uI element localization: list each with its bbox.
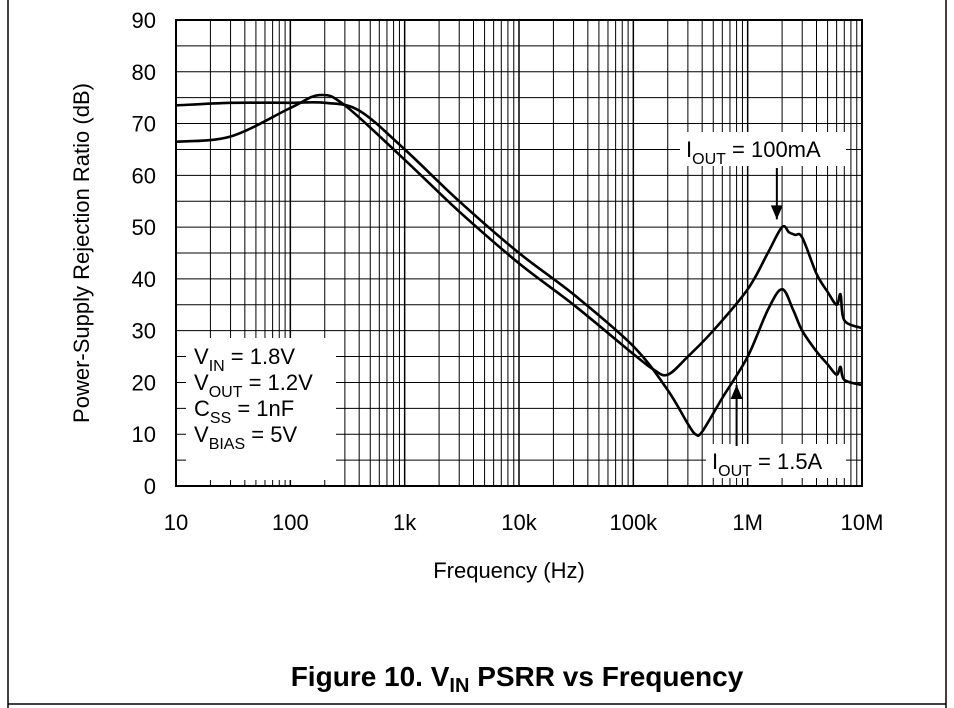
x-tick-label: 100 [272, 510, 309, 535]
series-annotations: IOUT = 100mA IOUT = 1.5A [680, 132, 846, 480]
annotation-1-5a-arrowhead [730, 385, 743, 400]
condition-vout: VOUT = 1.2V [194, 370, 313, 401]
plot-area-border [175, 19, 863, 487]
caption-subscript: IN [449, 675, 469, 697]
x-tick-label: 10k [501, 510, 537, 535]
y-tick-label: 50 [132, 215, 156, 240]
plot-curves [175, 93, 863, 437]
x-tick-label: 10 [164, 510, 188, 535]
figure-caption: Figure 10. VIN PSRR vs Frequency [291, 661, 744, 697]
y-tick-label: 20 [132, 370, 156, 395]
x-axis-title: Frequency (Hz) [433, 558, 585, 583]
caption-suffix: PSRR vs Frequency [469, 661, 743, 692]
y-tick-label: 90 [132, 8, 156, 33]
condition-css: CSS = 1nF [194, 396, 294, 427]
caption-prefix: Figure 10. V [291, 661, 450, 692]
y-tick-label: 70 [132, 112, 156, 137]
y-tick-label: 0 [144, 474, 156, 499]
annotation-1-5a: IOUT = 1.5A [712, 449, 823, 480]
annotation-background [706, 444, 846, 478]
y-tick-label: 40 [132, 267, 156, 292]
annotation-100ma: IOUT = 100mA [686, 137, 821, 168]
x-tick-label: 100k [609, 510, 658, 535]
y-axis-title: Power-Supply Rejection Ratio (dB) [69, 83, 94, 423]
annotation-background [680, 132, 846, 166]
x-tick-label: 1M [732, 510, 763, 535]
x-tick-label: 10M [841, 510, 884, 535]
y-tick-label: 60 [132, 163, 156, 188]
annotation-100ma-arrowhead [770, 205, 783, 220]
condition-vbias: VBIAS = 5V [194, 422, 297, 453]
series-1-5a-line [175, 100, 863, 437]
tick-labels: 0 10 20 30 40 50 60 70 80 90 10 100 1k 10k 100k 1M 10M [132, 8, 884, 535]
x-tick-label: 1k [393, 510, 417, 535]
condition-vin: VIN = 1.8V [194, 344, 295, 375]
y-tick-label: 30 [132, 319, 156, 344]
series-100ma-line [175, 93, 863, 377]
y-tick-label: 10 [132, 422, 156, 447]
y-tick-label: 80 [132, 60, 156, 85]
conditions-background [186, 338, 336, 480]
